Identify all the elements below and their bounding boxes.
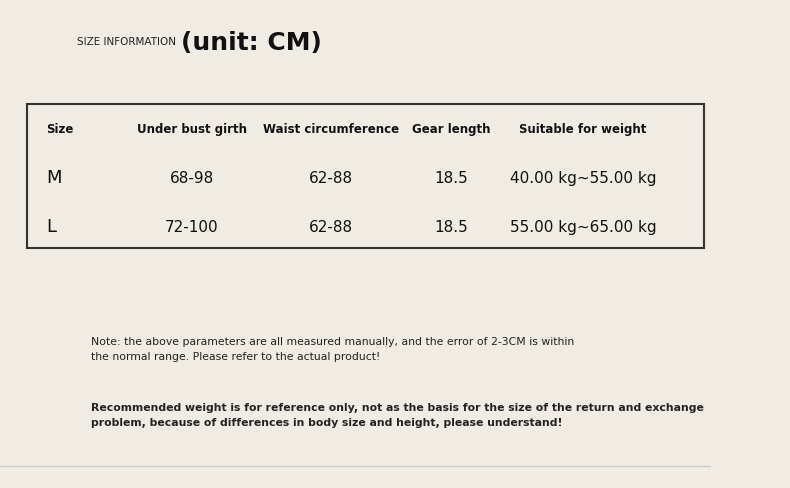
Text: 18.5: 18.5 <box>435 171 468 185</box>
Text: 62-88: 62-88 <box>309 220 352 234</box>
Text: M: M <box>47 169 62 187</box>
FancyBboxPatch shape <box>27 105 704 249</box>
Text: SIZE INFORMATION: SIZE INFORMATION <box>77 37 176 46</box>
Text: Under bust girth: Under bust girth <box>137 123 247 136</box>
Text: 40.00 kg~55.00 kg: 40.00 kg~55.00 kg <box>510 171 656 185</box>
Text: Note: the above parameters are all measured manually, and the error of 2-3CM is : Note: the above parameters are all measu… <box>91 337 574 362</box>
Text: 55.00 kg~65.00 kg: 55.00 kg~65.00 kg <box>510 220 656 234</box>
Text: Gear length: Gear length <box>412 123 491 136</box>
Text: 68-98: 68-98 <box>170 171 214 185</box>
Text: Recommended weight is for reference only, not as the basis for the size of the r: Recommended weight is for reference only… <box>91 403 704 427</box>
Text: 18.5: 18.5 <box>435 220 468 234</box>
Text: Waist circumference: Waist circumference <box>262 123 399 136</box>
Text: Size: Size <box>47 123 73 136</box>
Text: 62-88: 62-88 <box>309 171 352 185</box>
Text: 72-100: 72-100 <box>165 220 219 234</box>
Text: L: L <box>47 218 56 236</box>
Text: Suitable for weight: Suitable for weight <box>519 123 647 136</box>
Text: (unit: CM): (unit: CM) <box>182 31 322 55</box>
